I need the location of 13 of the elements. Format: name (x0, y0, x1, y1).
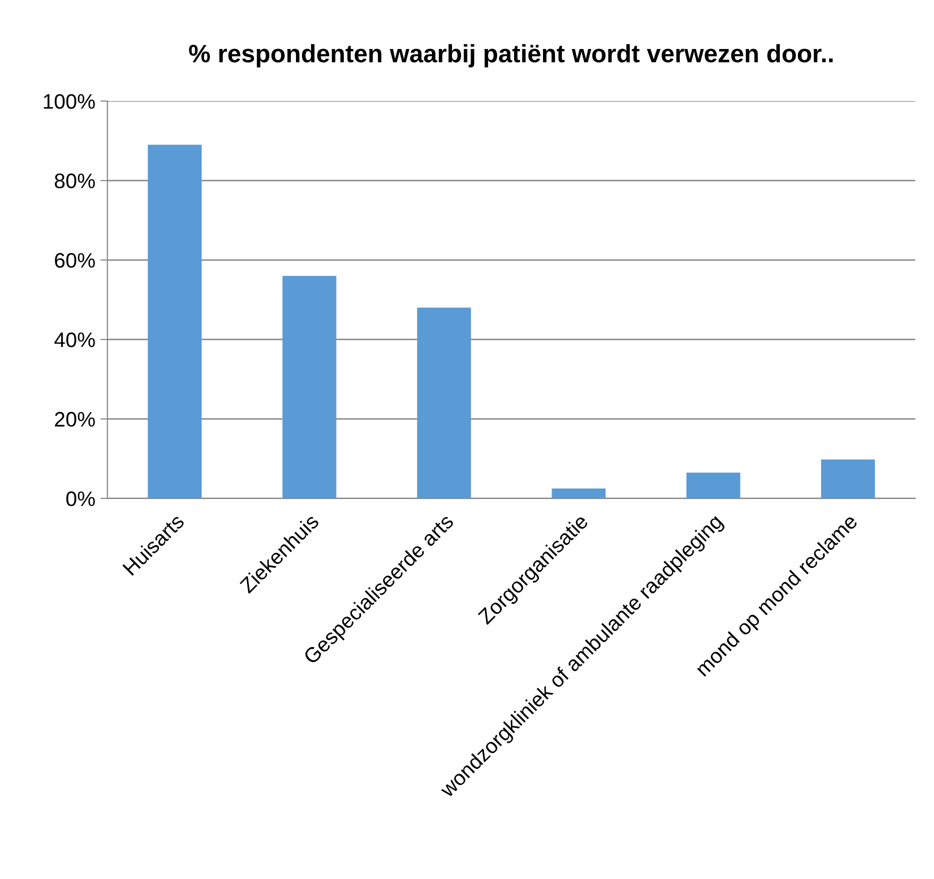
bar (552, 488, 606, 498)
chart-title: % respondenten waarbij patiënt wordt verwezen door.. (189, 44, 833, 68)
y-tick-label: 60% (54, 253, 95, 268)
bar (282, 276, 336, 498)
y-tick-label: 40% (54, 332, 95, 348)
bar (148, 144, 202, 498)
y-tick-label: 100% (44, 94, 95, 109)
y-tick-label: 80% (54, 174, 95, 188)
bar (686, 472, 740, 498)
y-tick-label: 0% (66, 491, 95, 506)
bar (417, 308, 471, 498)
bar (821, 459, 875, 498)
y-tick-label: 20% (54, 412, 95, 427)
